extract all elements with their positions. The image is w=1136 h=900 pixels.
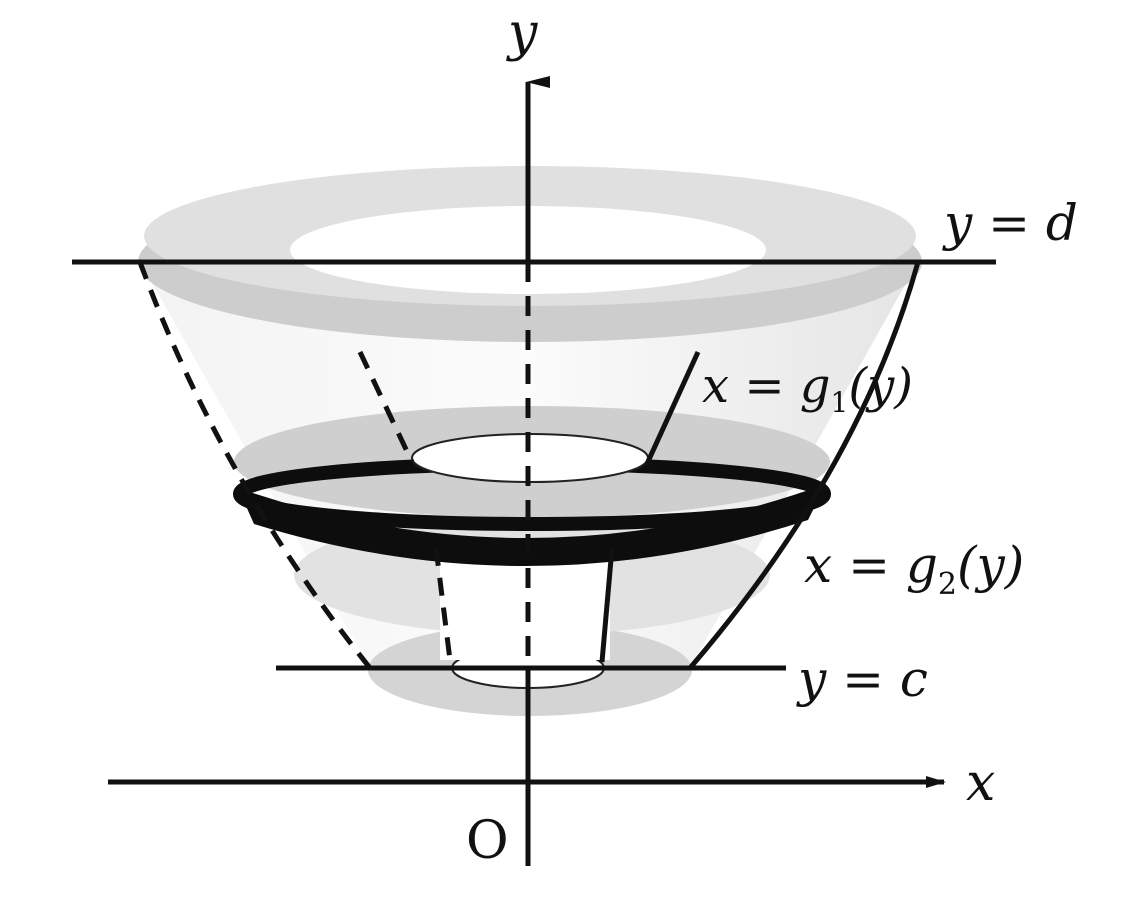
inner-curve-g1-lower xyxy=(599,547,615,663)
label-y-equals-c: y = c xyxy=(796,650,928,708)
outer-curve-g2 xyxy=(688,261,921,670)
origin-label: O xyxy=(466,811,509,871)
label-y-equals-d: y = d xyxy=(942,194,1078,252)
inner-curve-g1 xyxy=(643,350,701,468)
label-inner-curve: x = g1(y) xyxy=(702,358,913,419)
x-axis-label: x xyxy=(966,753,995,813)
y-axis-label: y xyxy=(506,3,538,63)
inner-curve-left-lower-dashed xyxy=(433,547,453,661)
inner-curve-left-dashed xyxy=(357,350,415,464)
outer-curve-left-dashed xyxy=(137,261,372,670)
label-outer-curve: x = g2(y) xyxy=(804,536,1024,602)
slab-washer-band xyxy=(238,484,826,567)
